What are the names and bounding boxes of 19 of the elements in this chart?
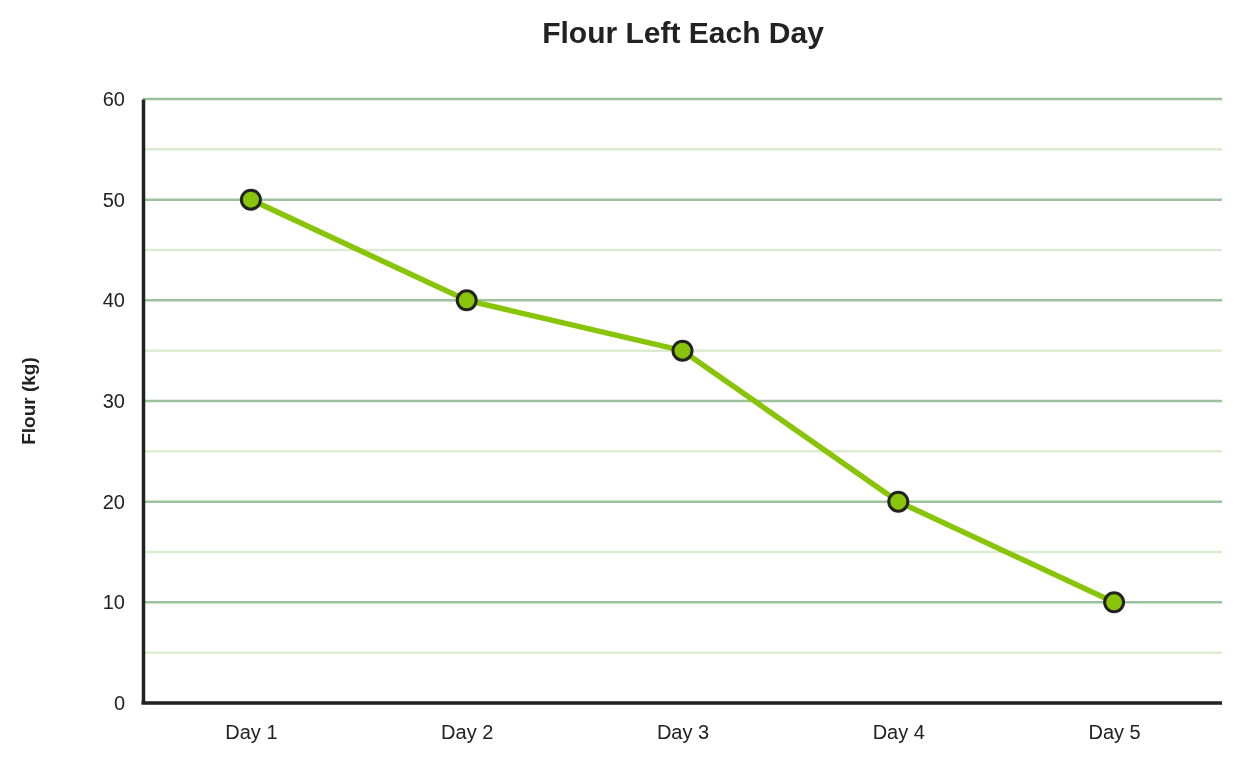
y-tick-label: 60: [102, 87, 125, 110]
y-tick-label: 40: [102, 289, 125, 312]
x-tick-label: Day 1: [225, 721, 278, 744]
chart-title: Flour Left Each Day: [542, 16, 825, 49]
y-axis-title: Flour (kg): [18, 357, 39, 445]
x-tick-label: Day 5: [1088, 721, 1141, 744]
point: [239, 188, 262, 211]
y-tick-label: 20: [102, 490, 125, 513]
point: [455, 289, 478, 312]
x-tick-label: Day 3: [656, 721, 710, 744]
x-tick-label: Day 2: [441, 721, 494, 744]
y-tick-label: 50: [102, 188, 125, 211]
y-tick-label: 10: [102, 591, 125, 614]
point: [671, 339, 694, 362]
point: [887, 490, 910, 513]
x-tick-label: Day 4: [872, 721, 925, 744]
y-tick-label: 0: [113, 691, 125, 714]
y-tick-label: 30: [102, 389, 125, 412]
point: [1103, 591, 1126, 614]
